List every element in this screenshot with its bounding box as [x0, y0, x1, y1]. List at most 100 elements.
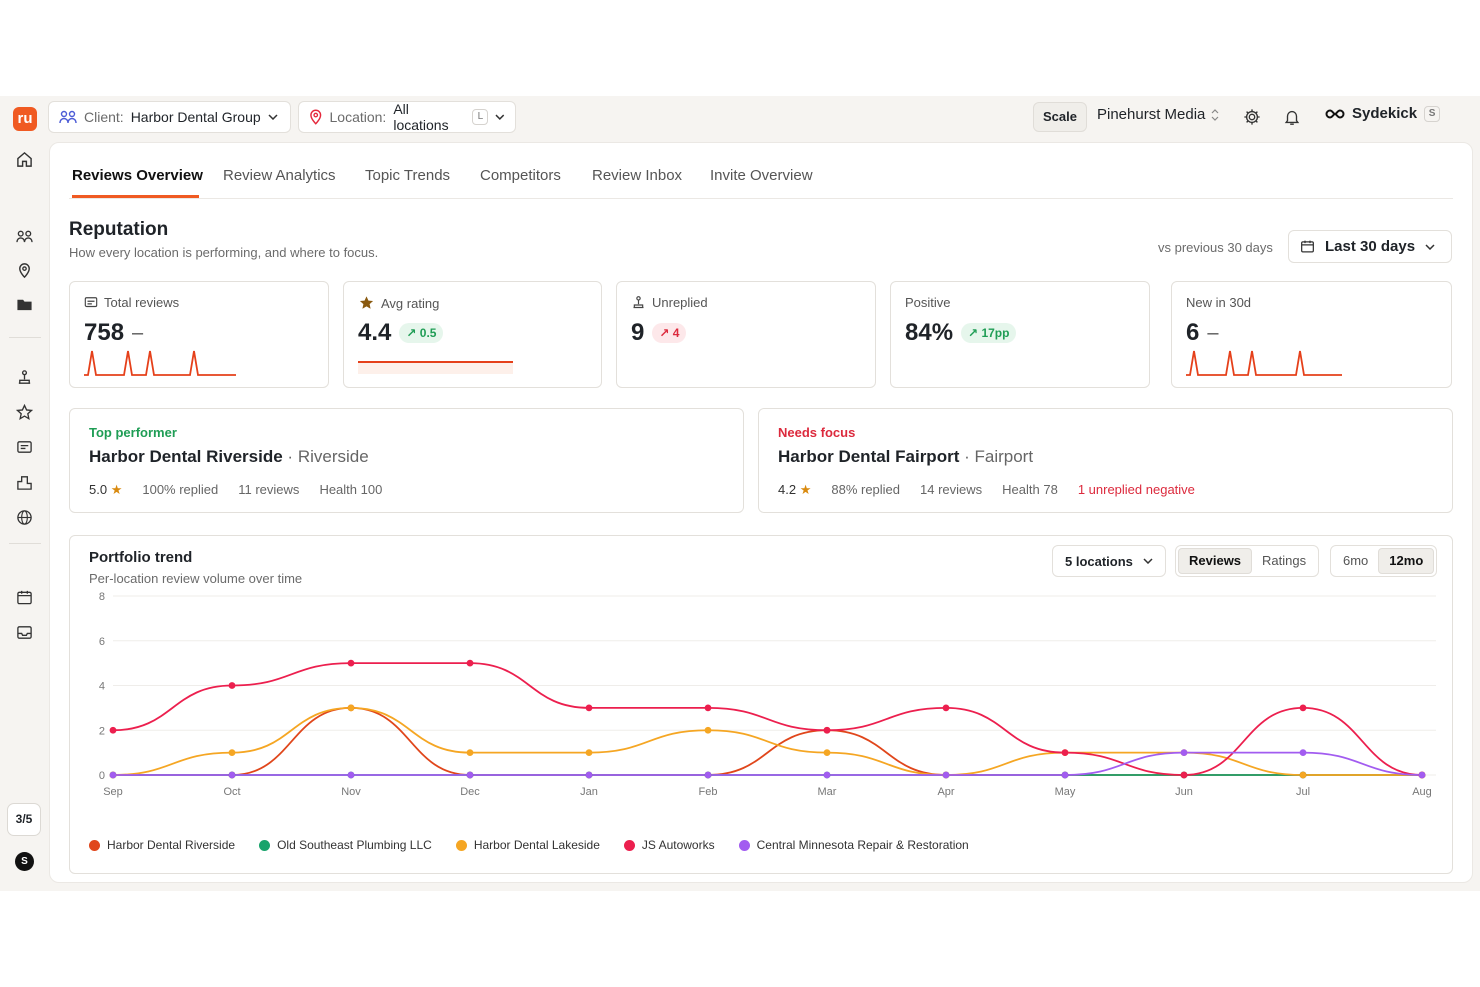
- location-name: Harbor Dental Riverside: [89, 447, 283, 466]
- data-point: [1180, 771, 1188, 779]
- top-performer-card[interactable]: Top performer Harbor Dental Riverside · …: [69, 408, 744, 513]
- legend-label: JS Autoworks: [641, 838, 715, 852]
- bell-icon[interactable]: [1283, 108, 1301, 126]
- legend-swatch: [89, 839, 100, 851]
- kpi-unreplied[interactable]: Unreplied 9 ↗ 4: [616, 281, 876, 388]
- x-tick-label: May: [1055, 786, 1076, 798]
- top-performer-tag: Top performer: [89, 425, 177, 440]
- data-point: [942, 771, 950, 779]
- needs-focus-stats: 4.2 ★ 88% replied 14 reviews Health 78 1…: [778, 482, 1195, 498]
- needs-focus-card[interactable]: Needs focus Harbor Dental Fairport · Fai…: [758, 408, 1453, 513]
- kpi-avg-rating[interactable]: Avg rating 4.4 ↗ 0.5: [343, 281, 602, 388]
- kpi-new-30d[interactable]: New in 30d 6 –: [1171, 281, 1452, 388]
- locations-value: 5 locations: [1065, 553, 1133, 569]
- data-point: [347, 704, 355, 712]
- tab-review-inbox[interactable]: Review Inbox: [592, 167, 683, 184]
- kpi-value-row: 84% ↗ 17pp: [905, 319, 1017, 347]
- metric-ratings-button[interactable]: Ratings: [1262, 553, 1307, 568]
- sidebar-progress-count[interactable]: 3/5: [7, 803, 41, 836]
- health-score: Health 78: [1002, 482, 1058, 497]
- map-pin-icon[interactable]: [16, 262, 33, 279]
- legend-item[interactable]: JS Autoworks: [623, 838, 715, 852]
- workspace-selector[interactable]: Pinehurst Media: [1097, 106, 1219, 123]
- kpi-label-row: Avg rating: [358, 295, 439, 311]
- tab-review-analytics[interactable]: Review Analytics: [223, 167, 336, 184]
- x-tick-label: Jul: [1296, 786, 1310, 798]
- tab-bar: Reviews Overview Review Analytics Topic …: [69, 143, 1453, 199]
- page-subtitle: How every location is performing, and wh…: [69, 245, 379, 260]
- trend-subtitle: Per-location review volume over time: [89, 571, 303, 586]
- client-selector[interactable]: Client: Harbor Dental Group: [48, 101, 291, 133]
- x-tick-label: Dec: [460, 786, 480, 798]
- legend-item[interactable]: Harbor Dental Riverside: [89, 838, 235, 852]
- data-point: [585, 771, 593, 779]
- tab-invite-overview[interactable]: Invite Overview: [710, 167, 813, 184]
- location-selector[interactable]: Location: All locations L: [298, 101, 516, 133]
- users-icon[interactable]: [16, 228, 33, 245]
- gear-icon[interactable]: [1243, 108, 1261, 126]
- avatar[interactable]: S: [15, 852, 34, 871]
- page-title: Reputation: [69, 219, 169, 240]
- kpi-value: 6: [1186, 319, 1200, 346]
- kpi-label: New in 30d: [1186, 295, 1252, 310]
- share-icon[interactable]: [16, 369, 33, 386]
- kpi-value-row: 6 –: [1186, 319, 1218, 347]
- rating-number: 4.2: [778, 482, 797, 497]
- data-point: [585, 749, 593, 757]
- series-line: [113, 751, 1423, 776]
- kpi-positive[interactable]: Positive 84% ↗ 17pp: [890, 281, 1150, 388]
- tab-topic-trends[interactable]: Topic Trends: [365, 167, 451, 184]
- app-logo[interactable]: ru: [13, 107, 37, 131]
- inbox-icon[interactable]: [16, 624, 33, 641]
- location-value: All locations: [393, 101, 449, 133]
- legend-item[interactable]: Central Minnesota Repair & Restoration: [738, 838, 969, 852]
- x-tick-label: Nov: [341, 786, 361, 798]
- folder-icon[interactable]: [16, 296, 33, 313]
- data-point: [823, 726, 831, 734]
- metric-reviews-button[interactable]: Reviews: [1178, 548, 1253, 574]
- active-tab-indicator: [72, 195, 199, 198]
- calendar-icon[interactable]: [16, 589, 33, 606]
- building-icon[interactable]: [16, 474, 33, 491]
- data-point: [1299, 749, 1307, 757]
- data-point: [823, 771, 831, 779]
- kpi-delta-badge: ↗ 17pp: [961, 323, 1017, 343]
- legend-label: Harbor Dental Lakeside: [473, 838, 600, 852]
- legend-item[interactable]: Harbor Dental Lakeside: [455, 838, 600, 852]
- x-tick-label: Jun: [1175, 786, 1193, 798]
- tab-competitors[interactable]: Competitors: [480, 167, 561, 184]
- home-icon[interactable]: [16, 151, 33, 168]
- data-point: [347, 659, 355, 667]
- data-point: [585, 704, 593, 712]
- location-name: Harbor Dental Fairport: [778, 447, 960, 466]
- tab-reviews-overview[interactable]: Reviews Overview: [72, 167, 203, 184]
- star-icon[interactable]: [16, 404, 33, 421]
- kpi-total-reviews[interactable]: Total reviews 758 –: [69, 281, 329, 388]
- rating-number: 5.0: [89, 482, 108, 497]
- legend-item[interactable]: Old Southeast Plumbing LLC: [259, 838, 432, 852]
- range-6mo-button[interactable]: 6mo: [1343, 553, 1369, 568]
- rating-bar-track: [358, 361, 513, 374]
- kpi-value: 84%: [905, 319, 954, 346]
- range-12mo-button[interactable]: 12mo: [1378, 548, 1435, 574]
- legend-label: Old Southeast Plumbing LLC: [277, 838, 432, 852]
- reply-icon: [633, 296, 644, 309]
- data-point: [466, 771, 474, 779]
- review-count: 11 reviews: [238, 482, 300, 497]
- chevron-down-icon: [268, 114, 278, 120]
- top-performer-title: Harbor Dental Riverside · Riverside: [89, 447, 369, 466]
- date-range-select[interactable]: Last 30 days: [1288, 230, 1452, 263]
- globe-icon[interactable]: [16, 509, 33, 526]
- legend-swatch: [259, 839, 271, 851]
- alert-link[interactable]: 1 unreplied negative: [1077, 482, 1195, 497]
- top-performer-stats: 5.0 ★ 100% replied 11 reviews Health 100: [89, 482, 382, 498]
- chart-legend: Harbor Dental Riverside Old Southeast Plu…: [89, 838, 969, 852]
- range-toggle: 6mo 12mo: [1330, 545, 1438, 577]
- scale-button[interactable]: Scale: [1033, 102, 1087, 132]
- reviews-icon[interactable]: [16, 439, 33, 456]
- data-point: [347, 771, 355, 779]
- location-label: Location:: [329, 109, 387, 125]
- needs-focus-title: Harbor Dental Fairport · Fairport: [778, 447, 1034, 466]
- sydekick-button[interactable]: Sydekick S: [1325, 105, 1441, 122]
- locations-select[interactable]: 5 locations: [1052, 545, 1166, 577]
